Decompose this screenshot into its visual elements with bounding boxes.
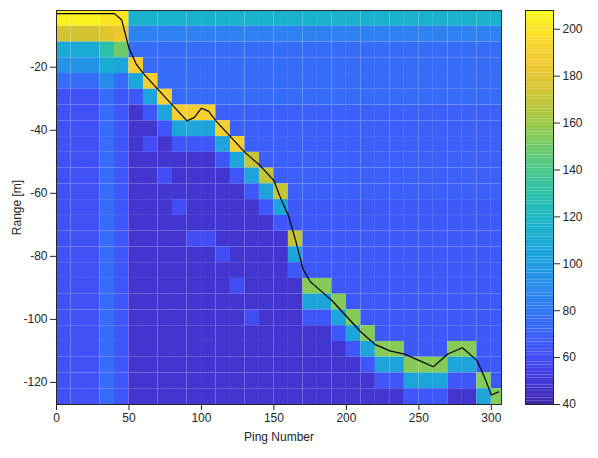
svg-text:120: 120 xyxy=(563,210,583,224)
svg-text:200: 200 xyxy=(563,22,583,36)
svg-text:140: 140 xyxy=(563,163,583,177)
svg-text:100: 100 xyxy=(191,411,211,425)
svg-text:-20: -20 xyxy=(30,60,48,74)
svg-text:60: 60 xyxy=(563,350,577,364)
svg-text:250: 250 xyxy=(409,411,429,425)
svg-text:Ping Number: Ping Number xyxy=(244,430,314,444)
svg-text:-80: -80 xyxy=(30,249,48,263)
svg-text:40: 40 xyxy=(563,397,577,411)
svg-text:100: 100 xyxy=(563,257,583,271)
svg-text:0: 0 xyxy=(53,411,60,425)
svg-text:-60: -60 xyxy=(30,186,48,200)
svg-text:160: 160 xyxy=(563,116,583,130)
svg-text:Range [m]: Range [m] xyxy=(10,180,24,235)
svg-text:80: 80 xyxy=(563,304,577,318)
svg-text:-40: -40 xyxy=(30,123,48,137)
svg-text:150: 150 xyxy=(264,411,284,425)
svg-text:-120: -120 xyxy=(23,375,47,389)
svg-text:50: 50 xyxy=(122,411,136,425)
svg-text:200: 200 xyxy=(336,411,356,425)
svg-text:180: 180 xyxy=(563,69,583,83)
svg-text:-100: -100 xyxy=(23,312,47,326)
svg-text:300: 300 xyxy=(481,411,501,425)
